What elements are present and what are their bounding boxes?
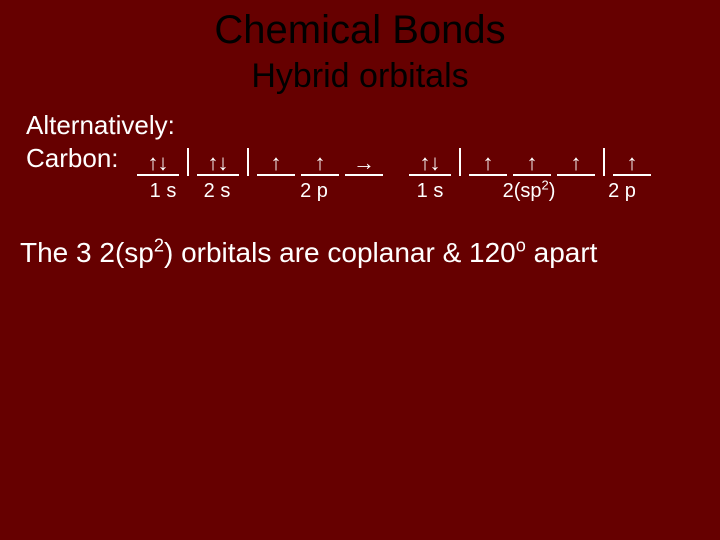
orbital-cell: → (345, 146, 383, 176)
orbital-cell: ↑ (301, 146, 339, 176)
page-title: Chemical Bonds (0, 0, 720, 53)
orbital-label: 1 s (404, 180, 456, 203)
separator-bar (459, 148, 461, 176)
left-config: ↑↓ ↑↓ ↑ ↑ → (137, 146, 383, 176)
orbital-label: 2(sp2) (474, 180, 584, 203)
orbital-cell: ↑ (469, 146, 507, 176)
orbital-cell: ↑ (513, 146, 551, 176)
page-subtitle: Hybrid orbitals (0, 57, 720, 96)
orbital-diagram-row: Carbon: ↑↓ ↑↓ ↑ ↑ → ↑↓ ↑ ↑ ↑ ↑ (0, 143, 720, 176)
carbon-label: Carbon: (26, 143, 119, 176)
orbital-cell: ↑↓ (137, 146, 179, 176)
separator-bar (187, 148, 189, 176)
right-config: ↑↓ ↑ ↑ ↑ ↑ (409, 146, 651, 176)
orbital-cell: ↑↓ (197, 146, 239, 176)
separator-bar (247, 148, 249, 176)
orbital-label: 2 p (602, 180, 642, 203)
coplanar-statement: The 3 2(sp2) orbitals are coplanar & 120… (0, 237, 720, 269)
alternatively-label: Alternatively: (0, 110, 720, 141)
orbital-cell: ↑ (557, 146, 595, 176)
orbital-label: 2 p (274, 180, 354, 203)
orbital-labels-row: 1 s 2 s 2 p 1 s 2(sp2) 2 p (0, 180, 720, 203)
orbital-label: 2 s (188, 180, 246, 203)
orbital-label: 1 s (138, 180, 188, 203)
orbital-cell: ↑ (613, 146, 651, 176)
orbital-cell: ↑ (257, 146, 295, 176)
orbital-cell: ↑↓ (409, 146, 451, 176)
separator-bar (603, 148, 605, 176)
